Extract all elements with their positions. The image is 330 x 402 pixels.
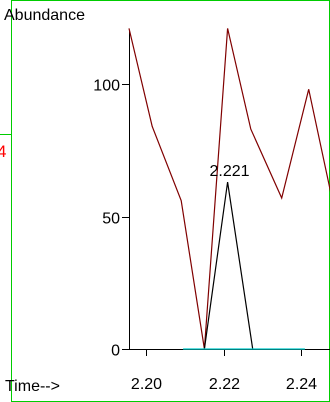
x-tick-label: 2.24 (286, 376, 317, 393)
series-line-1 (203, 182, 254, 350)
plot-frame (11, 0, 330, 402)
y-tick-label: 100 (93, 78, 120, 95)
left-edge-label: 4 (0, 142, 6, 161)
label-layer: Abundance Time--> 4 (0, 7, 85, 395)
series-line-0 (128, 28, 330, 350)
x-tick-label: 2.20 (131, 376, 162, 393)
peak-annotation: 2.221 (210, 163, 250, 180)
axis-layer: 0 50 100 2.20 2.22 2.24 (93, 30, 330, 393)
x-axis-title: Time--> (5, 378, 60, 395)
x-tick-label: 2.22 (209, 376, 240, 393)
y-axis-title: Abundance (4, 7, 85, 24)
y-tick-label: 50 (102, 211, 120, 228)
series-layer: 2.221 (128, 28, 330, 350)
y-tick-label: 0 (111, 343, 120, 360)
